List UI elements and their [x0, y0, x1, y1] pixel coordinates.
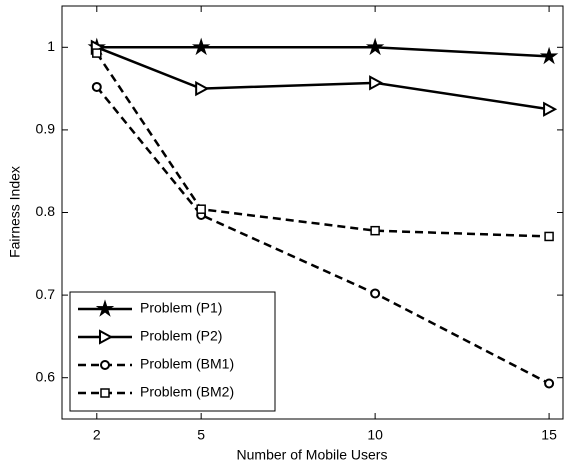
y-tick-label: 0.8 — [36, 203, 56, 219]
x-tick-label: 10 — [367, 427, 383, 443]
marker — [543, 101, 558, 117]
legend-label: Problem (P2) — [140, 328, 222, 344]
y-tick-label: 0.9 — [36, 121, 56, 137]
y-tick-label: 1 — [47, 38, 55, 54]
series-line — [96, 46, 550, 111]
marker — [100, 388, 110, 398]
x-axis-label: Number of Mobile Users — [237, 447, 388, 463]
y-axis-label: Fairness Index — [7, 166, 23, 258]
marker — [370, 225, 380, 236]
marker — [196, 204, 206, 214]
legend-label: Problem (BM1) — [140, 356, 234, 372]
marker — [539, 46, 559, 65]
marker — [95, 299, 115, 317]
y-tick-label: 0.7 — [36, 286, 56, 302]
series-line — [95, 52, 550, 238]
y-tick-label: 0.6 — [36, 368, 56, 384]
marker — [544, 231, 554, 242]
series-line — [96, 46, 550, 58]
marker — [369, 75, 384, 91]
series-line — [95, 86, 550, 385]
marker — [91, 81, 102, 92]
marker — [195, 80, 210, 97]
x-tick-label: 15 — [541, 427, 557, 443]
marker — [100, 360, 110, 370]
marker — [544, 378, 555, 389]
marker — [370, 288, 381, 299]
marker — [191, 37, 211, 56]
x-tick-label: 2 — [93, 427, 101, 443]
marker — [365, 37, 385, 56]
legend-label: Problem (P1) — [140, 300, 222, 316]
x-tick-label: 5 — [197, 427, 205, 443]
marker — [92, 48, 102, 58]
marker — [99, 329, 114, 345]
legend-label: Problem (BM2) — [140, 384, 234, 400]
